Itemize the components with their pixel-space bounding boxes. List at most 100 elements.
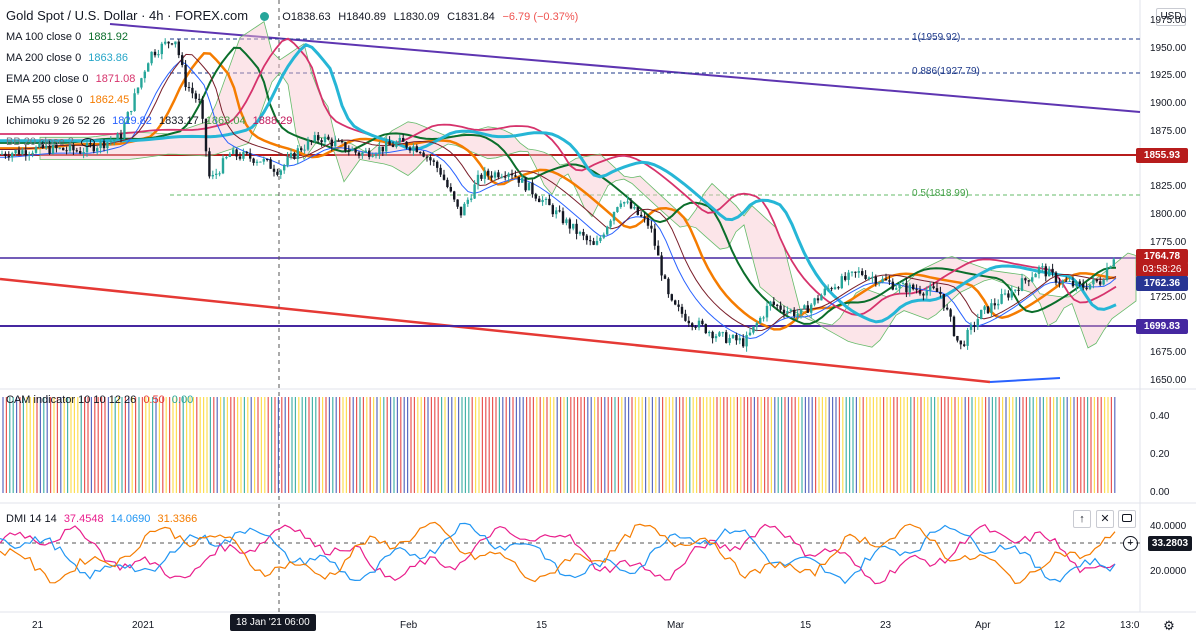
candle-body	[374, 154, 378, 156]
candlestick-series[interactable]	[0, 38, 1115, 352]
candle-body	[650, 225, 653, 229]
candle-body	[164, 41, 167, 44]
candle-body	[1003, 293, 1007, 295]
candle-body	[317, 135, 320, 141]
candle-body	[150, 51, 153, 64]
legend-ma100-label: MA 100 close 0	[6, 31, 82, 43]
candle-body	[340, 141, 344, 143]
move-pane-up-button[interactable]: ↑	[1073, 510, 1091, 528]
legend-ma100[interactable]: MA 100 close 0 1881.92	[6, 30, 128, 44]
candle-body	[901, 283, 905, 285]
candle-body	[123, 123, 126, 139]
candle-body	[75, 150, 78, 152]
candle-body	[527, 182, 531, 191]
candle-body	[524, 177, 527, 191]
symbol-title[interactable]: Gold Spot / U.S. Dollar · 4h · FOREX.com	[6, 8, 249, 23]
ohlc-open: O1838.63	[282, 11, 331, 23]
candle-body	[1058, 282, 1061, 284]
close-pane-button[interactable]: ✕	[1096, 510, 1114, 528]
candle-body	[371, 155, 374, 157]
candle-body	[177, 41, 180, 56]
dmi-adx-line[interactable]	[0, 521, 1116, 585]
legend-ma200[interactable]: MA 200 close 0 1863.86	[6, 51, 128, 65]
candle-body	[521, 177, 524, 183]
dmi-minus-line[interactable]	[0, 522, 1116, 585]
candle-body	[585, 235, 588, 241]
candle-body	[364, 150, 367, 153]
dmi-plus-line[interactable]	[0, 523, 1116, 585]
candle-body	[799, 308, 803, 315]
candle-body	[514, 175, 517, 177]
candle-body	[439, 167, 442, 175]
candle-body	[942, 294, 945, 308]
dmi-pane-legend[interactable]: DMI 14 14 37.4548 14.0690 31.3366	[6, 513, 197, 525]
legend-ema55[interactable]: EMA 55 close 0 1862.45	[6, 93, 129, 107]
candle-body	[303, 149, 306, 151]
dmi-add-icon[interactable]: +	[1123, 536, 1138, 551]
candle-body	[840, 276, 843, 289]
cam-pane-legend[interactable]: CAM indicator 10 10 12 26 0.50 0.00	[6, 394, 193, 406]
legend-ichimoku[interactable]: Ichimoku 9 26 52 26 1829.82 1833.17 1863…	[6, 114, 292, 128]
candle-body	[1099, 281, 1102, 285]
candle-body	[623, 202, 626, 204]
candle-body	[1082, 283, 1085, 288]
candle-body	[187, 87, 191, 89]
candle-body	[126, 112, 129, 124]
ma100-line[interactable]	[0, 46, 1117, 325]
candle-body	[959, 340, 962, 345]
candle-body	[493, 172, 497, 178]
price-tick: 1950.00	[1150, 42, 1187, 54]
legend-ema200[interactable]: EMA 200 close 0 1871.08	[6, 72, 135, 86]
candle-body	[708, 331, 711, 334]
candle-body	[1014, 289, 1017, 291]
candle-body	[1105, 268, 1109, 281]
candle-body	[140, 78, 143, 88]
cam-tick-000: 0.00	[1150, 487, 1170, 498]
candle-body	[245, 151, 248, 154]
candle-body	[388, 141, 391, 145]
currency-button[interactable]: USD	[1156, 8, 1186, 26]
candle-body	[765, 305, 769, 318]
candle-body	[905, 283, 908, 293]
candle-body	[687, 320, 690, 324]
candle-body	[674, 300, 677, 305]
legend-ema200-label: EMA 200 close 0	[6, 73, 89, 85]
candle-body	[252, 158, 255, 163]
lower-trend-line[interactable]	[0, 277, 991, 384]
price-tick: 1875.00	[1150, 125, 1187, 137]
candle-body	[1051, 268, 1054, 273]
candle-body	[92, 144, 95, 152]
candle-body	[833, 287, 837, 290]
dmi-tick-20: 20.0000	[1150, 566, 1187, 577]
candle-body	[402, 137, 405, 142]
candle-body	[578, 231, 582, 234]
ohlc-close: C1831.84	[447, 11, 495, 23]
upper-trend-line[interactable]	[109, 23, 1141, 113]
candle-body	[616, 207, 619, 213]
candle-body	[1112, 259, 1115, 267]
ma200-line[interactable]	[0, 43, 1117, 324]
candle-body	[344, 142, 347, 151]
candle-body	[147, 63, 150, 72]
legend-bb[interactable]: BB 20 close 2	[6, 135, 95, 149]
blue-trend-segment[interactable]	[989, 377, 1061, 383]
candle-body	[531, 182, 534, 195]
candle-body	[575, 223, 578, 234]
candle-body	[864, 274, 867, 279]
candle-body	[884, 278, 888, 281]
candle-body	[269, 159, 272, 169]
candle-body	[633, 207, 636, 209]
candle-body	[65, 150, 68, 152]
visibility-icon[interactable]	[80, 137, 95, 147]
candle-body	[262, 159, 265, 162]
candle-body	[136, 87, 140, 94]
maximize-pane-button[interactable]	[1118, 510, 1136, 528]
candle-body	[167, 41, 170, 44]
candle-body	[908, 284, 911, 293]
candle-body	[55, 144, 58, 149]
candle-body	[653, 228, 656, 246]
candle-body	[14, 150, 17, 154]
chart-settings-icon[interactable]: ⚙	[1163, 618, 1175, 633]
candle-body	[551, 205, 554, 215]
